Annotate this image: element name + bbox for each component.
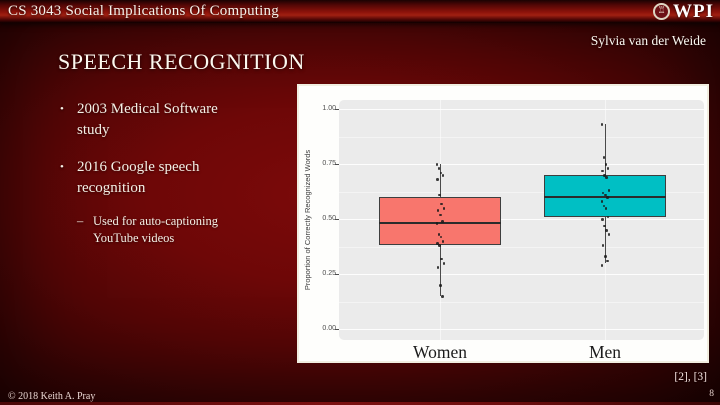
speech-recognition-boxplot: Proportion of Correctly Recognized Words… bbox=[297, 84, 709, 363]
x-axis-label-women: Women bbox=[413, 342, 467, 362]
jitter-point bbox=[604, 163, 608, 166]
bullet-text: 2003 Medical Software study bbox=[77, 101, 218, 138]
jitter-point bbox=[442, 262, 445, 265]
jitter-point bbox=[606, 196, 609, 199]
jitter-point bbox=[441, 295, 444, 298]
minor-gridline bbox=[339, 301, 704, 303]
y-tick-mark bbox=[335, 164, 339, 165]
y-tick-mark bbox=[335, 329, 339, 330]
jitter-point bbox=[600, 264, 603, 267]
jitter-point bbox=[600, 200, 603, 203]
jitter-point bbox=[437, 167, 441, 170]
bullet-item: • 2016 Google speech recognition bbox=[60, 157, 295, 199]
citation-refs: [2], [3] bbox=[674, 371, 707, 383]
x-axis-label-men: Men bbox=[588, 342, 622, 362]
major-gridline bbox=[339, 109, 704, 110]
jitter-point bbox=[607, 189, 610, 192]
major-gridline bbox=[339, 219, 704, 220]
y-tick-mark bbox=[335, 109, 339, 110]
bullet-list: • 2003 Medical Software study • 2016 Goo… bbox=[40, 99, 295, 247]
whisker-lower-women bbox=[440, 245, 441, 296]
jitter-point bbox=[606, 215, 610, 219]
jitter-point bbox=[604, 255, 607, 258]
bullet-marker: • bbox=[60, 161, 64, 173]
y-tick-label: 1.00 bbox=[322, 105, 336, 112]
whisker-lower-men bbox=[605, 216, 606, 263]
jitter-point bbox=[440, 257, 443, 261]
whisker-upper-women bbox=[440, 164, 441, 197]
minor-gridline bbox=[339, 246, 704, 248]
jitter-point bbox=[435, 222, 438, 225]
jitter-point bbox=[601, 244, 605, 247]
whisker-upper-men bbox=[605, 124, 606, 175]
y-tick-label: 0.50 bbox=[322, 215, 336, 222]
jitter-point bbox=[441, 220, 444, 223]
jitter-point bbox=[442, 207, 445, 210]
jitter-point bbox=[605, 176, 608, 179]
jitter-point bbox=[439, 171, 443, 175]
y-tick-label: 0.00 bbox=[322, 325, 336, 332]
jitter-point bbox=[602, 156, 606, 159]
jitter-point bbox=[441, 174, 445, 177]
page-title: SPEECH RECOGNITION bbox=[58, 49, 305, 74]
copyright-text: © 2018 Keith A. Pray bbox=[8, 391, 96, 402]
minor-gridline bbox=[339, 191, 704, 193]
course-title: CS 3043 Social Implications Of Computing bbox=[8, 3, 279, 19]
major-gridline bbox=[339, 164, 704, 165]
jitter-point bbox=[603, 174, 606, 177]
jitter-point bbox=[441, 240, 445, 243]
bottom-accent-strip bbox=[0, 402, 720, 405]
jitter-point bbox=[602, 204, 606, 208]
jitter-point bbox=[438, 193, 441, 197]
jitter-point bbox=[606, 259, 609, 263]
jitter-point bbox=[438, 244, 441, 247]
jitter-point bbox=[436, 178, 439, 181]
sub-bullet-text: Used for auto-captioning YouTube videos bbox=[93, 214, 218, 245]
median-women bbox=[379, 222, 501, 225]
wpi-crest-icon: ♖ bbox=[653, 3, 670, 20]
jitter-point bbox=[605, 229, 608, 232]
wpi-logo: ♖ WPI bbox=[653, 1, 714, 23]
jitter-point bbox=[440, 202, 443, 206]
tower-glyph-icon: ♖ bbox=[657, 6, 666, 16]
minor-gridline bbox=[339, 136, 704, 138]
jitter-point bbox=[604, 207, 608, 210]
sub-bullet-item: – Used for auto-captioning YouTube video… bbox=[77, 213, 295, 247]
y-tick-label: 0.75 bbox=[322, 160, 336, 167]
y-tick-mark bbox=[335, 274, 339, 275]
major-gridline bbox=[339, 274, 704, 275]
jitter-point bbox=[439, 235, 443, 239]
bullet-item: • 2003 Medical Software study bbox=[60, 99, 295, 141]
jitter-point bbox=[439, 284, 442, 287]
jitter-point bbox=[601, 218, 604, 221]
header-bar: CS 3043 Social Implications Of Computing… bbox=[0, 0, 720, 23]
wpi-logo-text: WPI bbox=[673, 0, 714, 22]
jitter-point bbox=[607, 233, 610, 236]
y-tick-mark bbox=[335, 219, 339, 220]
jitter-point bbox=[606, 167, 610, 170]
jitter-point bbox=[436, 209, 440, 212]
median-men bbox=[544, 196, 666, 198]
jitter-point bbox=[436, 242, 439, 245]
y-tick-label: 0.25 bbox=[322, 270, 336, 277]
bullet-marker: • bbox=[60, 103, 64, 115]
jitter-point bbox=[601, 169, 604, 173]
jitter-point bbox=[603, 224, 606, 228]
sub-bullet-marker: – bbox=[77, 214, 84, 228]
bullet-text: 2016 Google speech recognition bbox=[77, 159, 200, 196]
jitter-point bbox=[435, 163, 438, 166]
major-gridline bbox=[339, 329, 704, 330]
jitter-point bbox=[437, 233, 441, 236]
page-number: 8 bbox=[709, 389, 714, 399]
jitter-point bbox=[439, 213, 442, 217]
jitter-point bbox=[436, 266, 440, 269]
jitter-point bbox=[601, 191, 605, 195]
jitter-point bbox=[600, 123, 603, 126]
author-name: Sylvia van der Weide bbox=[590, 33, 706, 48]
jitter-point bbox=[604, 193, 607, 197]
